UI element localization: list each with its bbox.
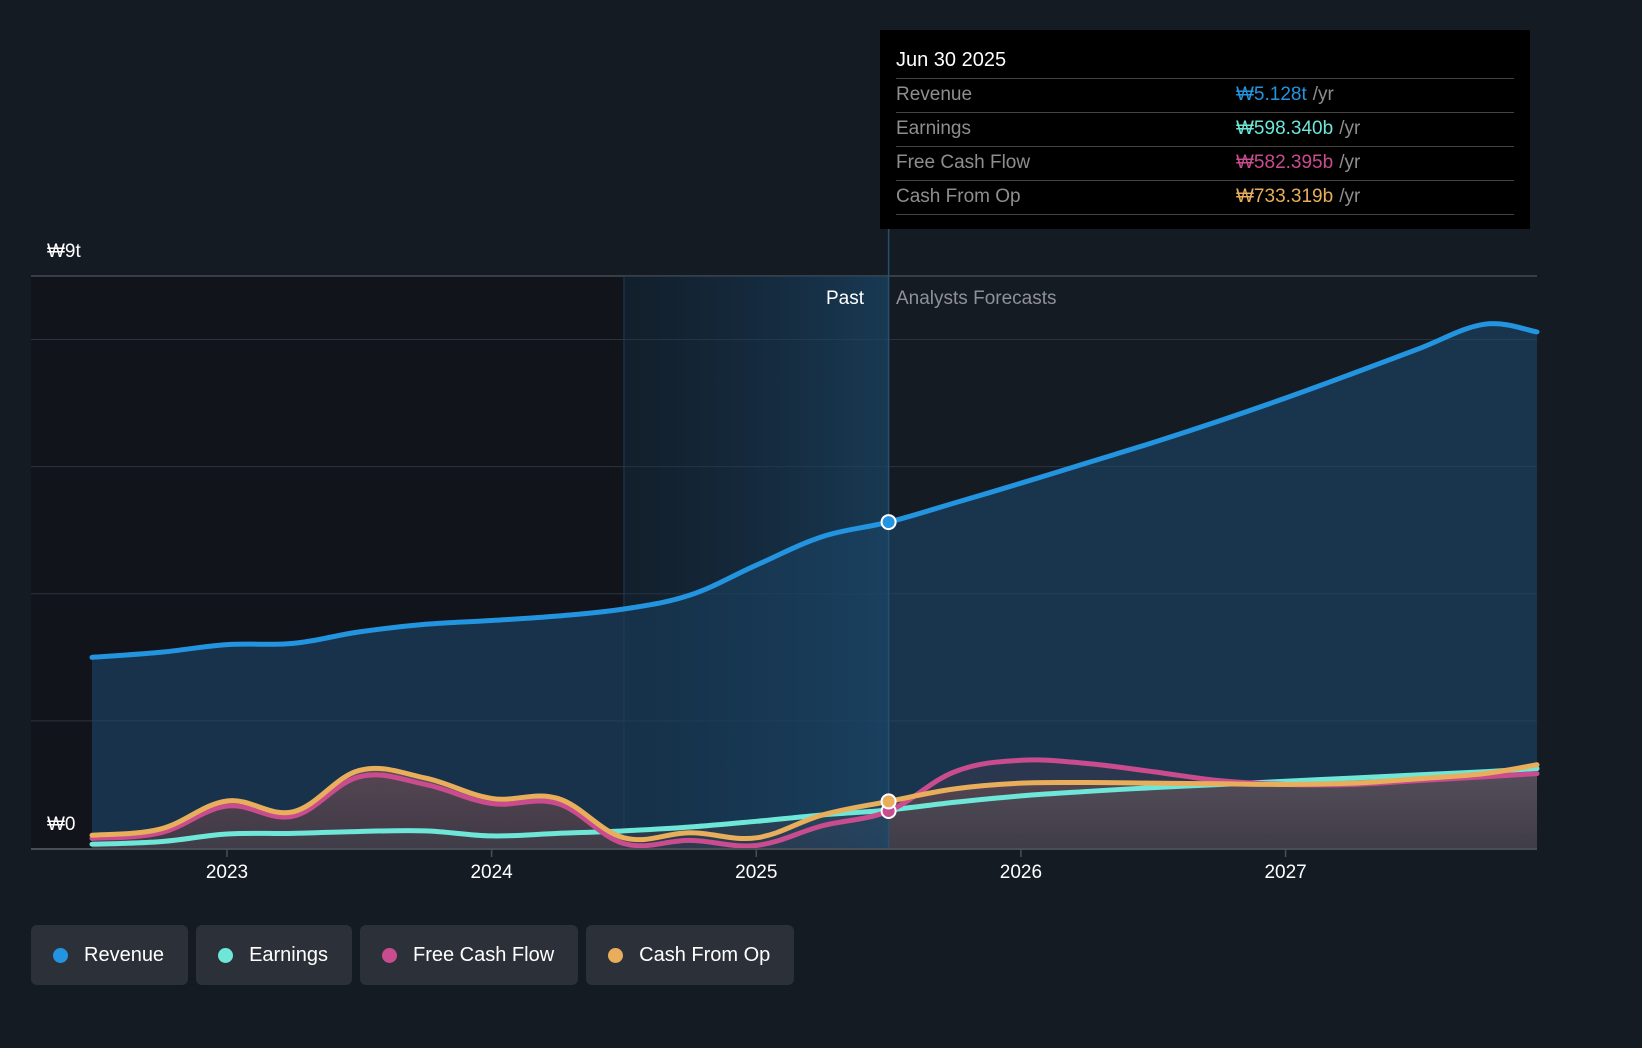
cash-from-op-dot-icon: [608, 947, 624, 963]
earnings-dot-icon: [218, 947, 234, 963]
cash-from-op-line: [89, 762, 1540, 843]
tooltip-value: ₩733.319b: [1236, 186, 1334, 207]
legend-label: Earnings: [249, 943, 328, 966]
y-axis-max-label: ₩9t: [47, 241, 81, 262]
legend-item-earnings[interactable]: Earnings: [196, 925, 352, 985]
tooltip-date: Jun 30 2025: [896, 46, 1514, 79]
tooltip-label: Earnings: [896, 118, 971, 139]
tooltip-label: Free Cash Flow: [896, 152, 1031, 173]
revenue-marker: [880, 514, 897, 531]
tooltip-row-cash-from-op: Cash From Op ₩733.319b /yr: [896, 181, 1514, 215]
tooltip-unit: /yr: [1339, 118, 1361, 139]
tooltip-value: ₩582.395b: [1236, 152, 1334, 173]
tooltip-unit: /yr: [1312, 84, 1334, 105]
tooltip-row-revenue: Revenue ₩5.128t /yr: [896, 79, 1514, 113]
tooltip-label: Revenue: [896, 84, 973, 105]
y-axis-min-label: ₩0: [47, 814, 76, 835]
past-label: Past: [825, 288, 864, 309]
highlight-region: [623, 276, 889, 848]
legend-item-cash-from-op[interactable]: Cash From Op: [586, 925, 795, 985]
tooltip-unit: /yr: [1339, 152, 1361, 173]
revenue-dot-icon: [53, 947, 68, 963]
x-tick-label: 2026: [999, 862, 1043, 883]
legend-label: Free Cash Flow: [413, 943, 555, 966]
tooltip: Jun 30 2025 Revenue ₩5.128t /yr Earnings…: [880, 30, 1530, 229]
free-cash-flow-dot-icon: [382, 947, 397, 963]
legend-item-free-cash-flow[interactable]: Free Cash Flow: [360, 925, 579, 985]
x-axis-ticks: [226, 849, 1287, 857]
x-tick-label: 2024: [470, 862, 513, 883]
cash-from-op-marker: [880, 793, 897, 810]
tooltip-unit: /yr: [1339, 186, 1361, 207]
tooltip-label: Cash From Op: [896, 186, 1021, 207]
legend-label: Cash From Op: [639, 943, 771, 966]
x-tick-label: 2023: [205, 862, 249, 883]
tooltip-value: ₩5.128t: [1236, 84, 1307, 105]
forecast-label: Analysts Forecasts: [896, 288, 1057, 309]
legend-label: Revenue: [84, 943, 165, 966]
legend-item-revenue[interactable]: Revenue: [31, 925, 189, 985]
x-tick-label: 2025: [735, 862, 778, 883]
legend: Revenue Earnings Free Cash Flow Cash Fro…: [31, 925, 795, 985]
tooltip-value: ₩598.340b: [1236, 118, 1334, 139]
revenue-line: [89, 321, 1540, 660]
tooltip-row-earnings: Earnings ₩598.340b /yr: [896, 113, 1514, 147]
tooltip-row-free-cash-flow: Free Cash Flow ₩582.395b /yr: [896, 147, 1514, 181]
x-tick-label: 2027: [1264, 862, 1307, 883]
